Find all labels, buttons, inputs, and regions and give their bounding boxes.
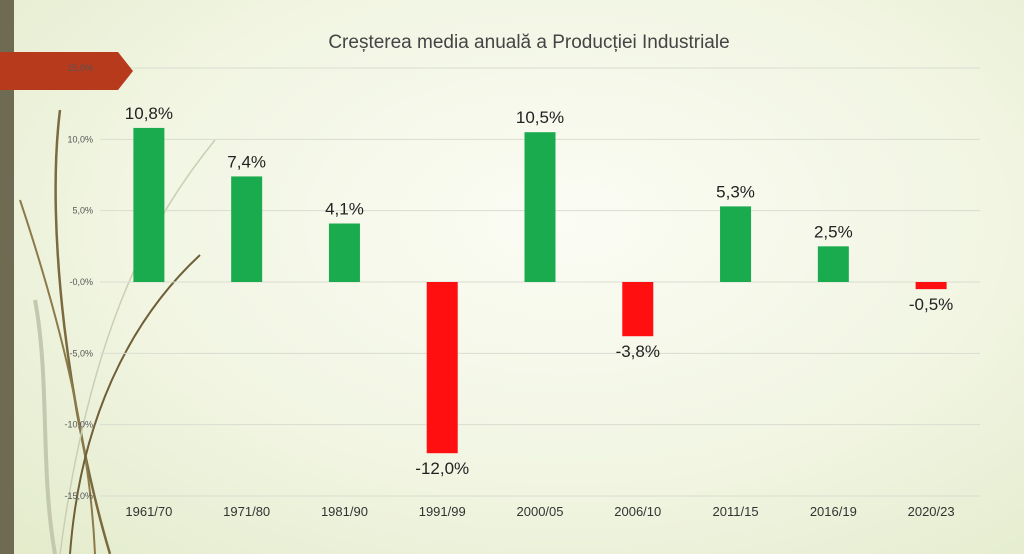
bar xyxy=(231,176,263,282)
bar xyxy=(328,223,360,282)
x-tick-label: 1981/90 xyxy=(321,504,368,519)
data-label: -3,8% xyxy=(616,342,660,361)
y-tick-label: 15,0% xyxy=(67,63,93,73)
left-decor-strip xyxy=(0,0,14,554)
x-tick-label: 1971/80 xyxy=(223,504,270,519)
data-label: 7,4% xyxy=(227,152,266,171)
x-tick-label: 1961/70 xyxy=(125,504,172,519)
data-label: 4,1% xyxy=(325,200,364,219)
swoosh-line xyxy=(19,199,96,554)
y-tick-label: -5,0% xyxy=(69,348,93,358)
bar xyxy=(524,132,556,282)
y-axis-tick-labels: 15,0% 10,0% 5,0% -0,0% -5,0% -10,0% -15,0% xyxy=(64,63,93,501)
bar xyxy=(133,127,165,282)
y-tick-label: -0,0% xyxy=(69,277,93,287)
bar xyxy=(622,282,654,337)
x-axis-tick-labels: 1961/70 1971/80 1981/90 1991/99 2000/05 2006/… xyxy=(125,504,954,519)
data-labels: 10,8% 7,4% 4,1% -12,0% 10,5% -3,8% 5,3% 2,5% -0,… xyxy=(125,104,954,478)
bar xyxy=(915,282,947,290)
bar xyxy=(817,246,849,282)
y-tick-label: 10,0% xyxy=(67,134,93,144)
swoosh-line xyxy=(69,254,201,554)
arrow-decor-shape xyxy=(0,52,133,90)
data-label: 10,5% xyxy=(516,108,564,127)
bar xyxy=(720,206,752,282)
data-label: -0,5% xyxy=(909,295,953,314)
data-label: -12,0% xyxy=(415,459,469,478)
data-label: 2,5% xyxy=(814,222,853,241)
x-tick-label: 2016/19 xyxy=(810,504,857,519)
swoosh-line xyxy=(59,139,216,554)
x-tick-label: 1991/99 xyxy=(419,504,466,519)
x-tick-label: 2006/10 xyxy=(614,504,661,519)
bars xyxy=(133,127,947,454)
y-tick-label: -10,0% xyxy=(64,420,93,430)
x-tick-label: 2020/23 xyxy=(908,504,955,519)
x-tick-label: 2011/15 xyxy=(713,504,759,519)
x-tick-label: 2000/05 xyxy=(517,504,564,519)
data-label: 10,8% xyxy=(125,104,173,123)
data-label: 5,3% xyxy=(716,182,755,201)
swoosh-line xyxy=(33,299,57,554)
chart-title: Creșterea media anuală a Producției Indu… xyxy=(328,32,729,53)
bar xyxy=(426,282,458,454)
decorative-swooshes xyxy=(19,109,216,554)
swoosh-line xyxy=(54,109,112,554)
y-tick-label: 5,0% xyxy=(72,206,93,216)
y-tick-label: -15,0% xyxy=(64,491,93,501)
